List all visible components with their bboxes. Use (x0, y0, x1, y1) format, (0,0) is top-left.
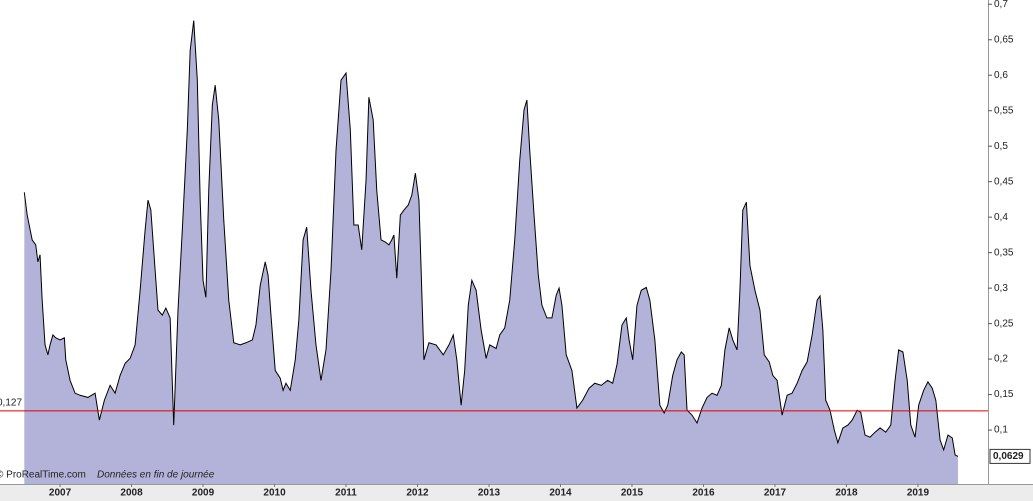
y-tick-label: 0,5 (994, 141, 1008, 152)
y-tick-label: 0,25 (994, 318, 1014, 329)
x-tick-label: 2015 (621, 488, 644, 499)
x-tick-label: 2013 (478, 488, 501, 499)
area-fill (24, 20, 958, 484)
x-tick-label: 2008 (120, 488, 143, 499)
x-tick-label: 2018 (835, 488, 858, 499)
reference-label: 0,127 (0, 398, 22, 409)
y-tick-label: 0,1 (994, 425, 1008, 436)
credit-note: Données en fin de journée (97, 470, 215, 481)
y-tick-label: 0,45 (994, 176, 1014, 187)
x-tick-label: 2019 (907, 488, 930, 499)
x-tick-label: 2016 (692, 488, 715, 499)
last-value-label: 0,0629 (993, 451, 1024, 462)
y-tick-label: 0,2 (994, 354, 1008, 365)
y-tick-label: 0,7 (994, 0, 1008, 10)
y-tick-label: 0,15 (994, 389, 1014, 400)
x-tick-label: 2012 (406, 488, 429, 499)
x-tick-label: 2014 (549, 488, 572, 499)
area-line (23, 20, 959, 457)
x-tick-label: 2007 (49, 488, 72, 499)
x-tick-label: 2009 (192, 488, 215, 499)
y-axis-panel (988, 0, 1033, 484)
x-tick-label: 2010 (263, 488, 286, 499)
x-tick-label: 2017 (764, 488, 787, 499)
y-tick-label: 0,6 (994, 70, 1008, 81)
y-tick-label: 0,55 (994, 105, 1014, 116)
y-tick-label: 0,65 (994, 34, 1014, 45)
y-tick-label: 0,4 (994, 212, 1008, 223)
y-tick-label: 0,3 (994, 283, 1008, 294)
credit: © ProRealTime.com (0, 470, 86, 481)
y-tick-label: 0,35 (994, 247, 1014, 258)
x-tick-label: 2011 (335, 488, 357, 499)
x-axis-band (0, 484, 1033, 501)
last-value-box (989, 448, 1031, 464)
